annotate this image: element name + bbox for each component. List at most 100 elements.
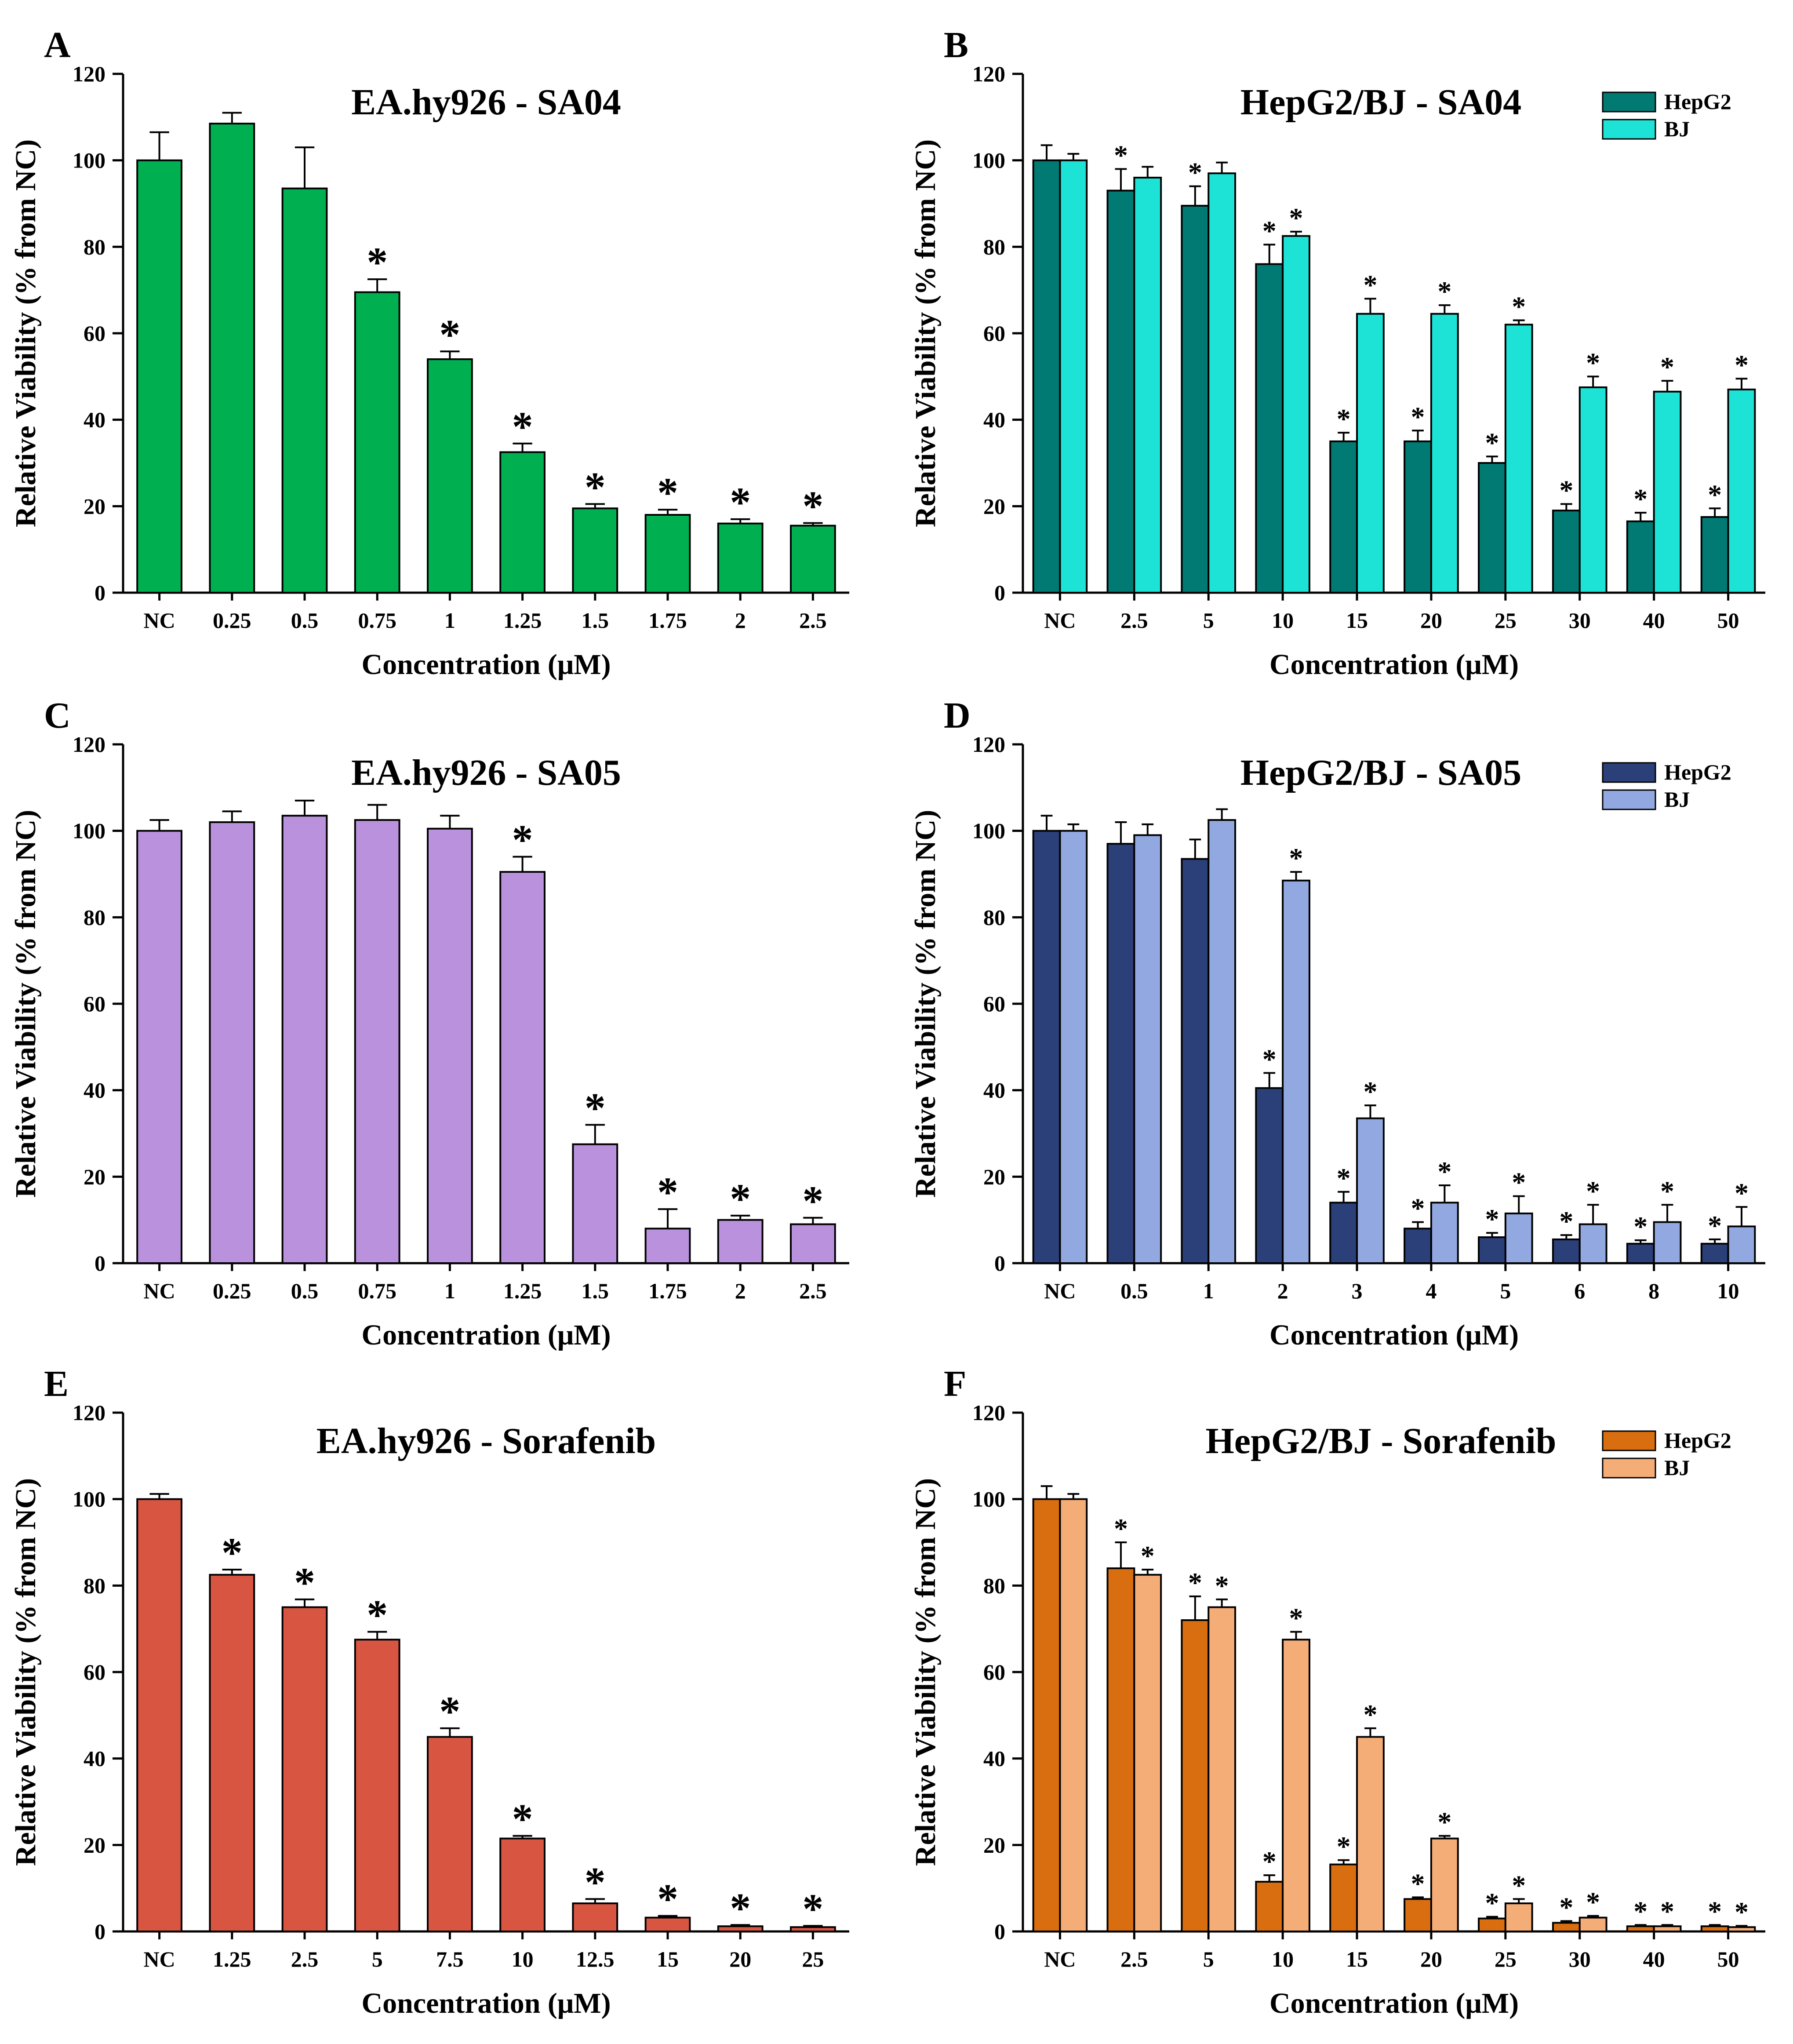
panel-letter: C: [44, 695, 71, 736]
significance-star: *: [1437, 276, 1451, 307]
significance-star: *: [1485, 427, 1499, 458]
panel-letter: F: [944, 1363, 966, 1404]
chart-title: HepG2/BJ - Sorafenib: [1205, 1421, 1556, 1461]
y-tick-label: 80: [84, 234, 105, 259]
legend-label: HepG2: [1664, 1428, 1731, 1453]
y-tick-label: 120: [73, 62, 105, 86]
x-tick-label: 20: [729, 1947, 751, 1971]
significance-star: *: [657, 1169, 678, 1216]
bar: [1207, 1606, 1237, 1932]
bar: [1032, 159, 1061, 594]
y-tick-label: 120: [972, 1400, 1005, 1425]
x-tick-label: 0.25: [213, 1279, 251, 1303]
legend-label: HepG2: [1664, 89, 1731, 114]
significance-star: *: [730, 479, 751, 526]
significance-star: *: [802, 1177, 823, 1224]
bar: [136, 159, 182, 594]
bar: [572, 1143, 618, 1264]
x-tick-label: 2.5: [799, 1279, 827, 1303]
panel-d: D HepG2/BJ - SA05 0 20 40 60 80 100 120 Relative …: [909, 695, 1765, 1351]
significance-star: *: [512, 403, 533, 450]
y-tick-label: 0: [95, 1251, 105, 1275]
x-tick-label: 2.5: [799, 608, 827, 633]
significance-star: *: [585, 1858, 606, 1906]
x-tick-label: 30: [1569, 1947, 1591, 1971]
bar: [136, 830, 182, 1264]
significance-star: *: [1337, 1162, 1351, 1194]
y-tick-label: 120: [73, 732, 105, 757]
x-tick-label: 10: [1272, 608, 1294, 633]
significance-star: *: [1559, 1891, 1573, 1923]
significance-star: *: [1437, 1807, 1451, 1838]
legend-swatch: [1602, 789, 1656, 810]
y-tick-label: 40: [84, 1078, 105, 1103]
significance-star: *: [1437, 1156, 1451, 1187]
significance-star: *: [1411, 1868, 1425, 1899]
x-tick-label: 50: [1717, 608, 1739, 633]
x-tick-label: 5: [1203, 608, 1214, 633]
bar: [209, 123, 255, 594]
bar: [1329, 1202, 1358, 1264]
x-tick-label: 30: [1569, 608, 1591, 633]
y-tick-label: 120: [972, 62, 1005, 86]
bar: [1430, 1202, 1459, 1264]
bar: [1700, 1925, 1729, 1933]
x-tick-label: NC: [143, 608, 175, 633]
significance-star: *: [1633, 483, 1648, 514]
x-tick-label: 10: [512, 1947, 534, 1971]
bar: [1504, 324, 1533, 594]
bar: [1552, 510, 1581, 594]
bar: [1282, 235, 1310, 594]
legend-label: HepG2: [1664, 760, 1731, 784]
bar: [1430, 1837, 1459, 1933]
y-tick-label: 0: [95, 1919, 105, 1944]
significance-star: *: [1485, 1203, 1499, 1235]
significance-star: *: [657, 469, 678, 516]
significance-star: *: [1289, 1603, 1303, 1634]
significance-star: *: [802, 1885, 823, 1932]
y-axis-label: Relative Viability (% from NC): [909, 1478, 942, 1866]
significance-star: *: [1559, 474, 1573, 506]
bar: [1255, 263, 1284, 594]
x-tick-label: 5: [372, 1947, 383, 1971]
significance-star: *: [730, 1175, 751, 1222]
bar: [644, 1916, 691, 1932]
x-tick-label: 0.75: [358, 1279, 396, 1303]
significance-star: *: [1708, 1895, 1722, 1927]
significance-star: *: [1114, 139, 1128, 171]
bar: [1106, 1567, 1135, 1932]
x-tick-label: 4: [1426, 1279, 1437, 1303]
bar: [354, 819, 400, 1264]
y-axis-label: Relative Viability (% from NC): [909, 139, 942, 527]
bar: [281, 1606, 328, 1932]
y-tick-label: 80: [983, 1573, 1005, 1598]
y-tick-label: 120: [972, 732, 1005, 757]
legend-label: BJ: [1664, 1455, 1690, 1480]
bar: [1504, 1212, 1533, 1264]
bar: [1282, 1639, 1310, 1932]
bar: [499, 871, 546, 1264]
bar: [1700, 516, 1729, 594]
significance-star: *: [1660, 351, 1674, 383]
bar: [717, 522, 764, 594]
bar: [1133, 834, 1162, 1264]
x-tick-label: 1.25: [503, 608, 542, 633]
bar: [281, 815, 328, 1264]
chart-title: EA.hy926 - SA04: [351, 82, 621, 123]
legend-label: BJ: [1664, 117, 1690, 141]
panel-f: F HepG2/BJ - Sorafenib 0 20 40 60 80 100 120 Rela…: [909, 1363, 1765, 2019]
x-axis-label: Concentration (μM): [361, 1987, 611, 2019]
x-tick-label: 12.5: [576, 1947, 615, 1971]
significance-star: *: [1411, 401, 1425, 432]
significance-star: *: [1735, 349, 1749, 380]
y-tick-label: 40: [983, 408, 1005, 432]
bar: [1032, 830, 1061, 1264]
significance-star: *: [1660, 1895, 1674, 1927]
y-tick-label: 100: [73, 1487, 105, 1512]
y-tick-label: 60: [84, 321, 105, 346]
bar: [1106, 189, 1135, 594]
significance-star: *: [1735, 1177, 1749, 1209]
bar: [1653, 390, 1682, 594]
x-tick-label: 2: [735, 1279, 746, 1303]
